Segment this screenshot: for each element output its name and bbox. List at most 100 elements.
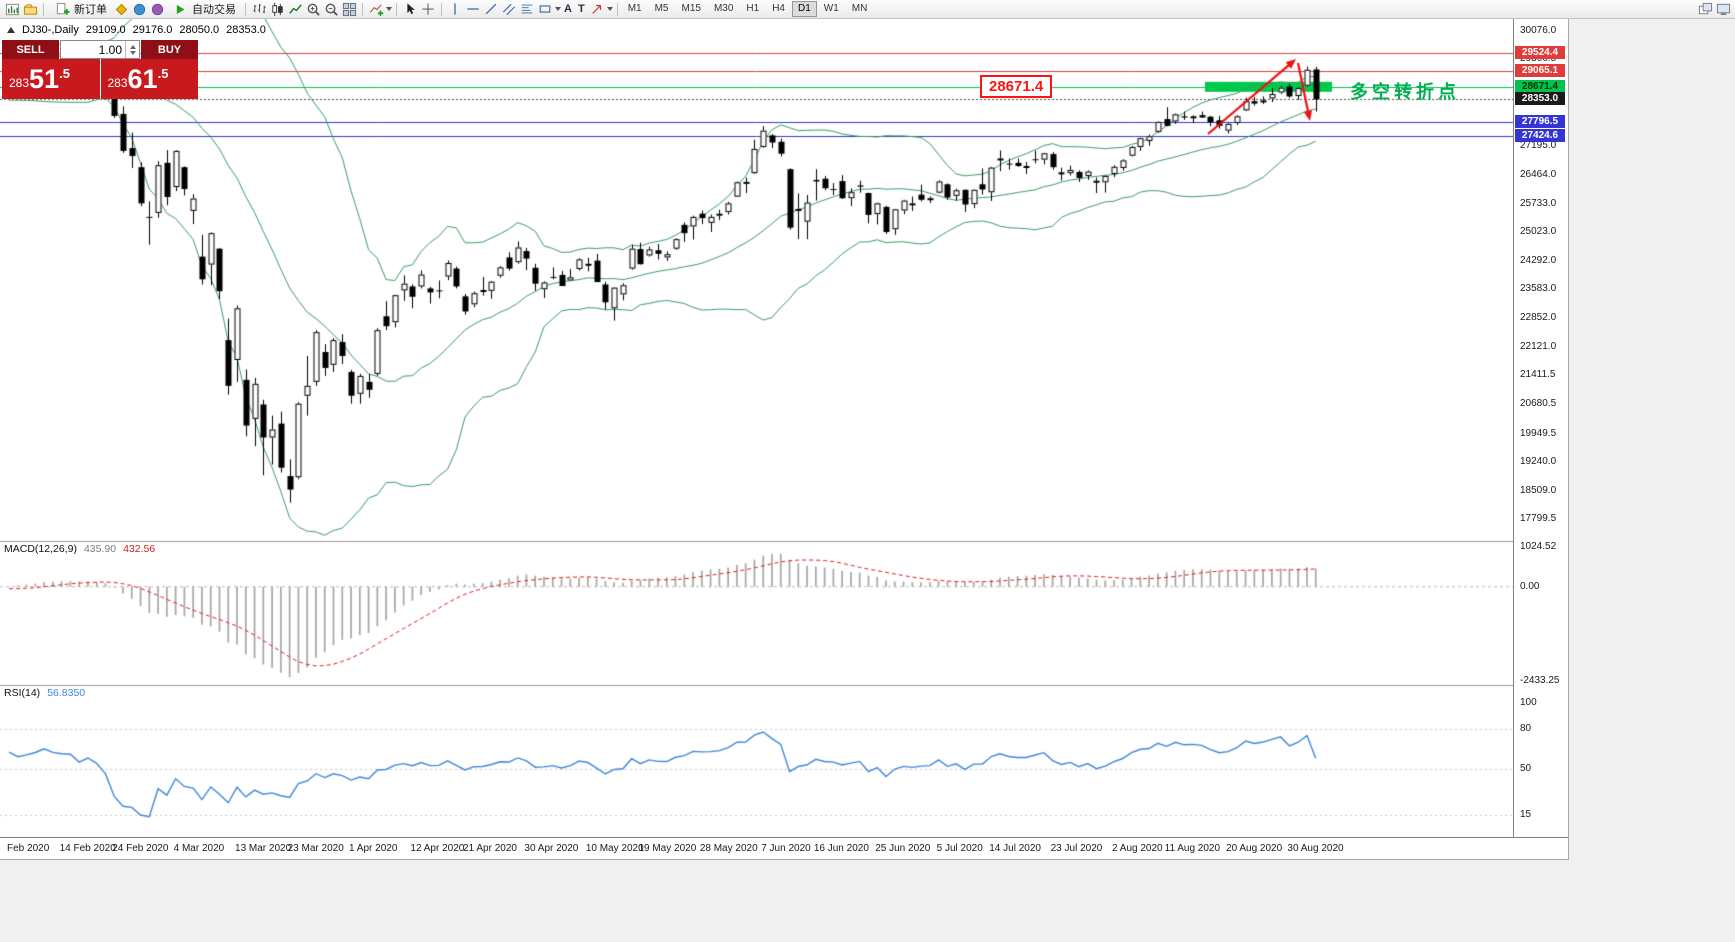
date-label: 14 Jul 2020 xyxy=(989,843,1041,854)
tile-windows-icon[interactable] xyxy=(340,1,358,17)
ohlc-open: 29109.0 xyxy=(85,24,126,36)
profiles-icon[interactable] xyxy=(21,1,39,17)
autotrade-label: 自动交易 xyxy=(192,4,236,16)
timeframe-mn-button[interactable]: MN xyxy=(851,3,868,14)
price-tick: 20680.5 xyxy=(1520,398,1557,410)
volume-up-icon[interactable] xyxy=(129,44,136,49)
buy-price[interactable]: 283 61 .5 xyxy=(100,59,198,99)
timeframe-m15-button[interactable]: M15 xyxy=(681,3,701,14)
date-label: 13 Mar 2020 xyxy=(235,843,292,854)
date-label: 28 May 2020 xyxy=(699,843,758,854)
main-toolbar: 新订单 自动交易 xyxy=(0,0,1735,19)
new-order-button[interactable]: 新订单 xyxy=(48,1,112,17)
price-badge: 27796.5 xyxy=(1515,114,1565,128)
indicators-icon[interactable] xyxy=(367,1,385,17)
text-tool-button[interactable]: A xyxy=(564,3,572,15)
horizontal-line-icon[interactable] xyxy=(464,1,482,17)
buy-price-small: 283 xyxy=(107,75,128,90)
market-icon[interactable] xyxy=(130,1,148,17)
new-chart-icon[interactable] xyxy=(3,1,21,17)
crosshair-icon[interactable] xyxy=(419,1,437,17)
shapes-icon[interactable] xyxy=(536,1,554,17)
timeframe-m5-button[interactable]: M5 xyxy=(654,3,669,14)
sell-price-small: 283 xyxy=(9,75,30,90)
date-label: 23 Jul 2020 xyxy=(1050,843,1103,854)
timeframe-w1-button[interactable]: W1 xyxy=(823,3,839,14)
zoom-out-icon[interactable] xyxy=(322,1,340,17)
sell-button[interactable]: SELL xyxy=(2,40,59,59)
date-label: 14 Feb 2020 xyxy=(59,843,116,854)
timeframe-h1-button[interactable]: H1 xyxy=(746,3,760,14)
date-label: 2 Aug 2020 xyxy=(1112,843,1163,854)
price-tick: 30076.0 xyxy=(1520,25,1557,36)
date-label: 25 Jun 2020 xyxy=(875,843,931,854)
channel-icon[interactable] xyxy=(500,1,518,17)
date-label: 23 Mar 2020 xyxy=(287,843,344,854)
cursor-icon[interactable] xyxy=(401,1,419,17)
buy-button[interactable]: BUY xyxy=(141,40,198,59)
timeframe-d1-button[interactable]: D1 xyxy=(792,1,817,17)
price-tick: 18509.0 xyxy=(1520,484,1557,496)
autotrade-button[interactable]: 自动交易 xyxy=(166,1,241,17)
volume-field[interactable]: 1.00 xyxy=(60,40,140,59)
fibonacci-icon[interactable] xyxy=(518,1,536,17)
price-tick: 17799.5 xyxy=(1520,512,1557,524)
shapes-dropdown-icon[interactable] xyxy=(555,7,561,11)
date-label: 5 Jul 2020 xyxy=(936,843,983,854)
toolbar-divider xyxy=(43,2,44,16)
date-label: 20 Aug 2020 xyxy=(1226,843,1283,854)
price-tick: 22121.0 xyxy=(1520,341,1557,353)
collapse-trade-panel-icon[interactable] xyxy=(7,27,15,33)
sell-price[interactable]: 283 51 .5 xyxy=(2,59,100,99)
ohlc-close: 28353.0 xyxy=(226,24,266,36)
rsi-scale-tick: 15 xyxy=(1520,809,1532,821)
docking-icon[interactable] xyxy=(1714,1,1732,17)
signals-icon[interactable] xyxy=(148,1,166,17)
date-label: 19 May 2020 xyxy=(638,843,697,854)
timeframe-h4-button[interactable]: H4 xyxy=(772,3,785,14)
candlestick-chart-icon[interactable] xyxy=(268,1,286,17)
buy-price-big: 61 xyxy=(127,63,158,94)
arrows-tool-icon[interactable] xyxy=(588,1,606,17)
arrows-dropdown-icon[interactable] xyxy=(606,7,613,11)
date-label: 30 Aug 2020 xyxy=(1287,843,1344,854)
price-badge: 29065.1 xyxy=(1515,64,1565,78)
line-chart-icon[interactable] xyxy=(286,1,304,17)
label-tool-button[interactable]: T xyxy=(577,3,585,15)
volume-value[interactable]: 1.00 xyxy=(98,43,122,57)
date-label: 11 Aug 2020 xyxy=(1164,843,1221,854)
price-annotation-label[interactable]: 28671.4 xyxy=(980,75,1053,98)
toolbar-divider xyxy=(441,2,442,16)
timeframe-m1-button[interactable]: M1 xyxy=(627,3,642,14)
date-label: 4 Mar 2020 xyxy=(173,843,225,854)
time-axis[interactable]: Feb 2020 14 Feb 2020 24 Feb 2020 4 Mar 2020… xyxy=(0,837,1568,859)
vertical-line-icon[interactable] xyxy=(446,1,464,17)
macd-name: MACD(12,26,9) xyxy=(4,543,77,555)
window-cascade-icon[interactable] xyxy=(1696,1,1714,17)
sell-price-pips: .5 xyxy=(59,65,70,81)
price-badge: 28671.4 xyxy=(1515,79,1565,93)
chart-title: DJ30-,Daily 29109.0 29176.0 28050.0 2835… xyxy=(7,24,266,36)
trendline-icon[interactable] xyxy=(482,1,500,17)
metaeditor-icon[interactable] xyxy=(112,1,130,17)
indicators-dropdown-icon[interactable] xyxy=(386,7,392,11)
rsi-scale-tick: 50 xyxy=(1520,763,1532,774)
timeframe-toolbar: M1 M5 M15 M30 H1 H4 D1 W1 MN xyxy=(622,1,874,17)
bar-chart-icon[interactable] xyxy=(250,1,268,17)
macd-indicator-label: MACD(12,26,9) 435.90 432.56 xyxy=(4,543,155,555)
turning-point-note[interactable]: 多空转折点 xyxy=(1350,82,1460,102)
rsi-name: RSI(14) xyxy=(4,687,41,699)
volume-down-icon[interactable] xyxy=(129,50,136,55)
macd-scale-tick: -2433.25 xyxy=(1520,675,1560,686)
zoom-in-icon[interactable] xyxy=(304,1,322,17)
price-tick: 19949.5 xyxy=(1520,427,1557,439)
price-axis[interactable]: 30076.029366.527195.026464.025733.025023… xyxy=(1513,19,1568,837)
timeframe-m30-button[interactable]: M30 xyxy=(713,3,734,14)
autotrade-play-icon xyxy=(171,1,189,17)
volume-stepper[interactable] xyxy=(125,41,139,58)
ohlc-high: 29176.0 xyxy=(132,24,173,36)
price-chart-canvas[interactable] xyxy=(0,19,1513,837)
price-badge: 28353.0 xyxy=(1515,92,1565,106)
rsi-indicator-label: RSI(14) 56.8350 xyxy=(4,687,85,699)
rsi-scale-tick: 100 xyxy=(1520,697,1537,708)
